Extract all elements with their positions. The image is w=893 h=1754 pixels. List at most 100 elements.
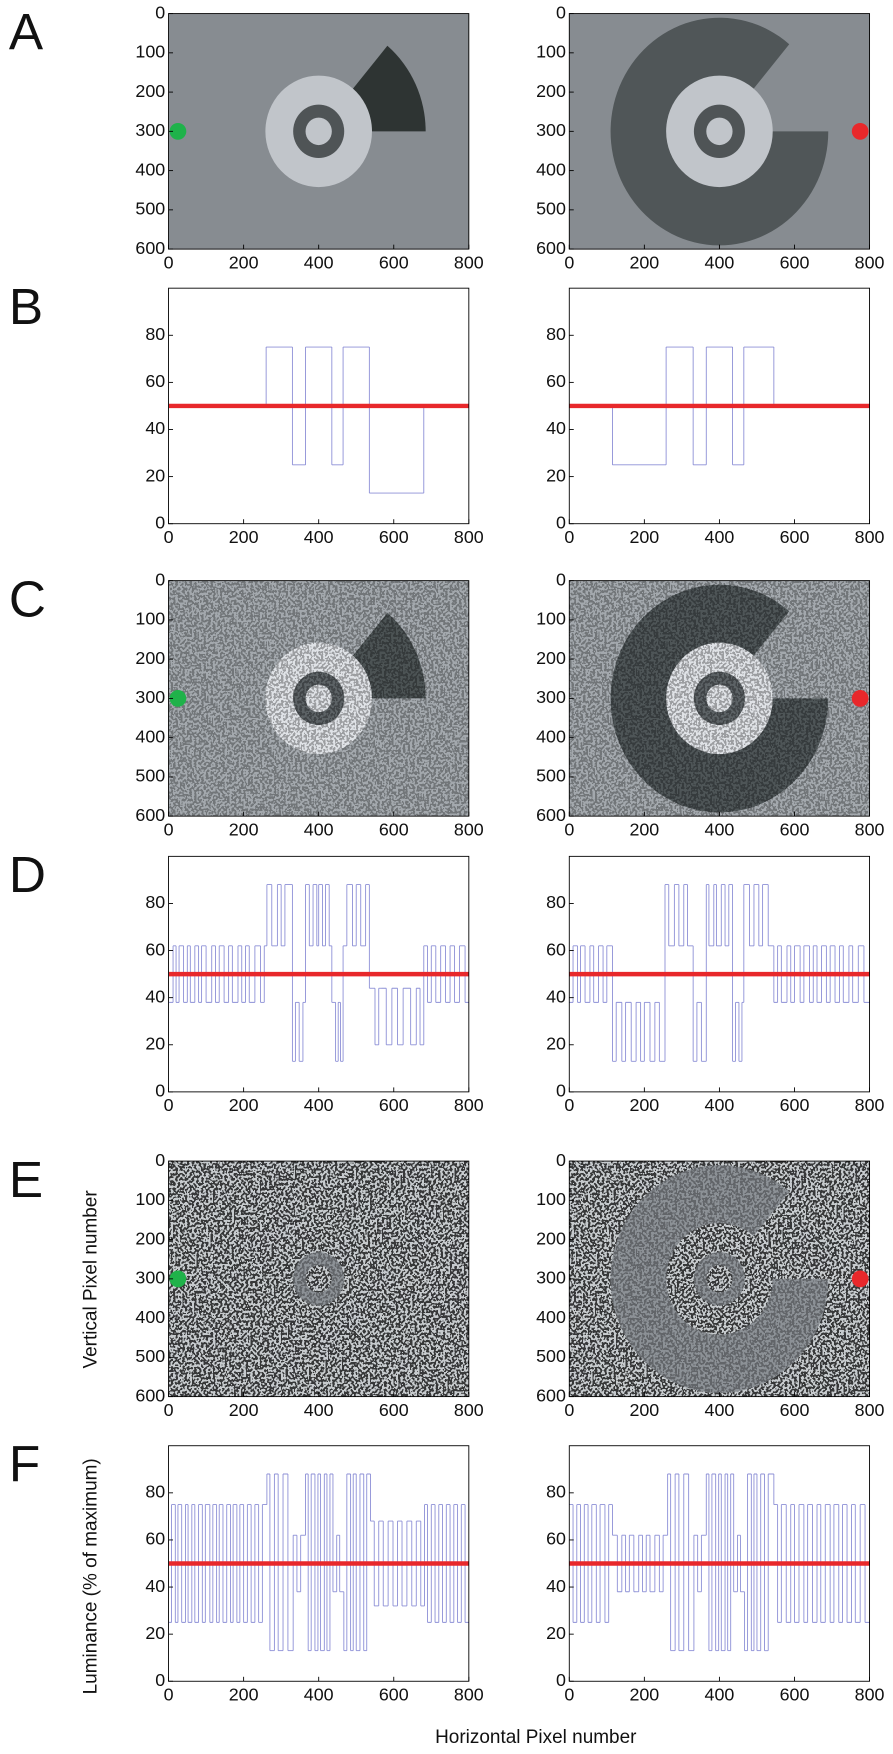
panel: 0 200 400 600 800 0 20 40 60 80 <box>546 287 885 547</box>
y-tick-label: 0 <box>155 1081 165 1101</box>
y-axis-title: Vertical Pixel number <box>81 1190 102 1368</box>
y-tick-label: 0 <box>556 1670 566 1690</box>
y-tick-label: 80 <box>546 1482 566 1502</box>
x-tick-label: 800 <box>454 819 484 839</box>
image <box>168 13 469 250</box>
x-tick-label: 800 <box>454 1400 484 1420</box>
y-tick-label: 300 <box>536 120 566 140</box>
y-tick-label: 80 <box>145 1482 165 1502</box>
x-tick-label: 0 <box>164 1095 174 1115</box>
x-tick-label: 0 <box>564 1684 574 1704</box>
x-tick-label: 400 <box>304 252 334 272</box>
y-tick-label: 0 <box>556 512 566 532</box>
y-tick-label: 20 <box>145 1033 165 1053</box>
x-tick-label: 0 <box>164 1400 174 1420</box>
x-tick-label: 800 <box>855 527 885 547</box>
y-tick-label: 80 <box>145 324 165 344</box>
x-tick-label: 0 <box>564 1400 574 1420</box>
panel-label: D <box>9 846 46 903</box>
y-tick-label: 0 <box>556 1081 566 1101</box>
x-tick-label: 200 <box>229 1684 259 1704</box>
plot-area <box>569 346 870 466</box>
x-tick-label: 800 <box>855 1684 885 1704</box>
x-tick-label: 0 <box>164 819 174 839</box>
x-tick-label: 200 <box>229 819 259 839</box>
y-tick-label: 0 <box>556 1150 566 1170</box>
y-tick-label: 500 <box>536 199 566 219</box>
plot-area <box>168 13 469 250</box>
y-tick-label: 600 <box>536 805 566 825</box>
y-axis-title: Luminance (% of maximum) <box>81 1458 102 1694</box>
y-tick-label: 500 <box>135 199 165 219</box>
image <box>168 580 469 817</box>
x-tick-label: 200 <box>629 1400 659 1420</box>
y-tick-label: 60 <box>145 939 165 959</box>
y-tick-label: 400 <box>135 726 165 746</box>
y-tick-label: 0 <box>155 1670 165 1690</box>
y-tick-label: 500 <box>536 766 566 786</box>
x-tick-label: 200 <box>229 1400 259 1420</box>
x-tick-label: 0 <box>564 252 574 272</box>
y-tick-label: 60 <box>145 371 165 391</box>
y-tick-label: 400 <box>135 159 165 179</box>
y-tick-label: 40 <box>145 1576 165 1596</box>
position-marker <box>169 690 187 707</box>
x-tick-label: 800 <box>855 252 885 272</box>
image-ring <box>305 1265 332 1293</box>
y-tick-label: 600 <box>536 238 566 258</box>
x-tick-label: 600 <box>379 1400 409 1420</box>
panel: 0 200 400 600 800 0 100 200 300 400 500 600 <box>135 1150 483 1420</box>
y-tick-label: 60 <box>546 1529 566 1549</box>
x-tick-label: 600 <box>379 1095 409 1115</box>
y-tick-label: 60 <box>145 1529 165 1549</box>
y-tick-label: 200 <box>135 648 165 668</box>
x-tick-label: 400 <box>304 1684 334 1704</box>
x-tick-label: 800 <box>454 1684 484 1704</box>
y-tick-label: 500 <box>536 1346 566 1366</box>
y-tick-label: 40 <box>145 418 165 438</box>
x-tick-label: 600 <box>780 819 810 839</box>
x-tick-label: 800 <box>454 252 484 272</box>
image-ring <box>706 1265 733 1293</box>
panel: 0 200 400 600 800 0 20 40 60 80 <box>145 287 484 547</box>
panel: 0 200 400 600 800 0 100 200 300 400 500 600 <box>135 2 483 272</box>
y-tick-label: 300 <box>536 1268 566 1288</box>
y-tick-label: 600 <box>135 805 165 825</box>
x-tick-label: 400 <box>705 1095 735 1115</box>
x-tick-label: 200 <box>629 1684 659 1704</box>
x-tick-label: 200 <box>229 1095 259 1115</box>
y-tick-label: 0 <box>155 2 165 22</box>
x-tick-label: 0 <box>164 527 174 547</box>
plot-area <box>168 884 469 1062</box>
y-tick-label: 400 <box>135 1307 165 1327</box>
y-tick-label: 100 <box>536 609 566 629</box>
plot-area <box>168 580 469 817</box>
panel: 0 200 400 600 800 0 100 200 300 400 500 600 <box>536 569 884 839</box>
y-tick-label: 20 <box>145 465 165 485</box>
panel: 0 200 400 600 800 0 20 40 60 80 <box>546 1445 885 1704</box>
panel: 0 200 400 600 800 0 100 200 300 400 500 600 <box>536 2 884 272</box>
axes-box <box>568 855 871 1093</box>
y-tick-label: 300 <box>135 1268 165 1288</box>
panel-label: C <box>9 571 46 628</box>
x-tick-label: 200 <box>629 527 659 547</box>
x-tick-label: 400 <box>705 252 735 272</box>
axes-box <box>168 855 470 1093</box>
y-tick-label: 20 <box>145 1623 165 1643</box>
x-tick-label: 800 <box>855 1400 885 1420</box>
y-tick-label: 0 <box>556 569 566 589</box>
x-tick-label: 0 <box>564 819 574 839</box>
panel-label: A <box>9 3 44 60</box>
plot-area <box>569 1161 870 1397</box>
x-tick-label: 600 <box>780 1684 810 1704</box>
y-tick-label: 80 <box>546 892 566 912</box>
x-tick-label: 800 <box>855 1095 885 1115</box>
x-tick-label: 800 <box>454 527 484 547</box>
x-tick-label: 200 <box>629 819 659 839</box>
x-tick-label: 800 <box>454 1095 484 1115</box>
y-tick-label: 20 <box>546 1623 566 1643</box>
y-tick-label: 600 <box>135 238 165 258</box>
image-ring <box>305 117 332 146</box>
y-tick-label: 100 <box>135 42 165 62</box>
x-axis-title: Horizontal Pixel number <box>435 1727 636 1748</box>
